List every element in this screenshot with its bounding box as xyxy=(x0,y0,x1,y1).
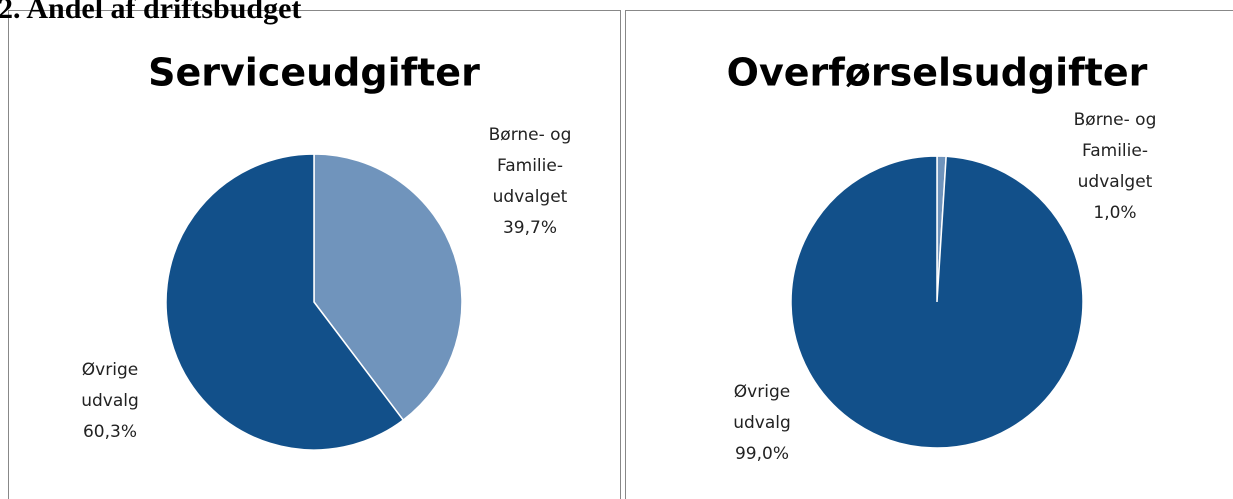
chart-title: Overførselsudgifter xyxy=(727,51,1148,95)
slice-label: Øvrige xyxy=(734,382,790,402)
panel xyxy=(8,10,621,499)
slice-label: udvalg xyxy=(733,413,791,433)
slice-label: udvalg xyxy=(81,391,139,411)
slice-label: Familie- xyxy=(497,156,563,176)
slice-label: Børne- og xyxy=(1074,110,1157,130)
slice-value-label: 99,0% xyxy=(735,444,789,464)
pie-slice xyxy=(790,155,1084,449)
chart-title: Serviceudgifter xyxy=(148,51,480,95)
slice-label: Børne- og xyxy=(489,125,572,145)
panel xyxy=(625,10,1233,499)
pie-slice xyxy=(165,153,405,451)
slice-value-label: 1,0% xyxy=(1093,203,1136,223)
pie-slice xyxy=(313,153,463,422)
slice-label: Familie- xyxy=(1082,141,1148,161)
slice-label: udvalget xyxy=(1078,172,1153,192)
heading-bg xyxy=(0,0,400,10)
slice-label: udvalget xyxy=(493,187,568,207)
page-heading: 2. Andel af driftsbudget xyxy=(0,0,301,25)
slice-value-label: 60,3% xyxy=(83,422,137,442)
slice-label: Øvrige xyxy=(82,360,138,380)
slice-value-label: 39,7% xyxy=(503,218,557,238)
